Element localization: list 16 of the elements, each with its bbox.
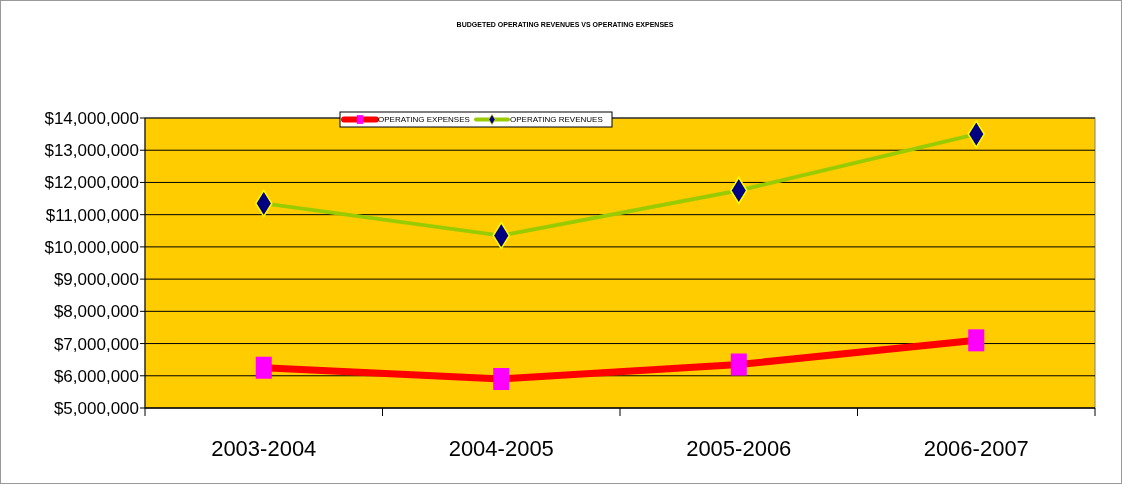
y-tick-label: $14,000,000: [44, 108, 139, 128]
y-tick-label: $13,000,000: [44, 141, 139, 161]
y-tick-label: $12,000,000: [44, 173, 139, 193]
x-tick-label: 2006-2007: [923, 436, 1029, 461]
y-tick-label: $8,000,000: [53, 302, 139, 322]
y-tick-label: $10,000,000: [44, 237, 139, 257]
legend-label: OPERATING EXPENSES: [378, 115, 470, 125]
y-tick-label: $11,000,000: [45, 205, 139, 225]
y-tick-label: $7,000,000: [53, 334, 139, 354]
x-tick-label: 2005-2006: [686, 436, 792, 461]
y-tick-label: $5,000,000: [53, 398, 139, 418]
x-tick-label: 2003-2004: [211, 436, 317, 461]
y-tick-label: $6,000,000: [53, 366, 139, 386]
x-tick-label: 2004-2005: [448, 436, 554, 461]
y-tick-label: $9,000,000: [53, 270, 139, 290]
legend-label: OPERATING REVENUES: [510, 115, 603, 125]
